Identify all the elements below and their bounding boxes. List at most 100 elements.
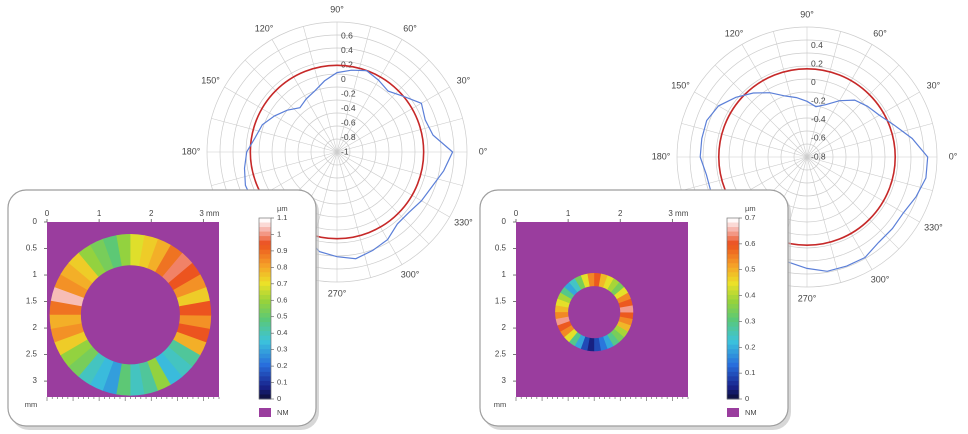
ring-segment [89, 357, 114, 391]
polar-grid-spoke [806, 156, 841, 283]
ring-segment [580, 336, 590, 351]
polar-radial-tick-label: -1 [341, 146, 349, 156]
colorbar-segment [259, 227, 271, 233]
polar-radial-tick-label: -0.6 [811, 133, 826, 143]
polar-grid-spoke [244, 59, 338, 153]
polar-radial-tick-label: 0 [341, 74, 346, 84]
polar-angle-label: 270° [798, 293, 817, 303]
polar-angle-label: 90° [330, 4, 344, 14]
polar-angle-label: 120° [725, 28, 744, 38]
ring-segment [593, 337, 601, 352]
colorbar-frame [726, 217, 740, 400]
colorbar-tick-label: 0.4 [277, 328, 287, 337]
polar-angle-label: 180° [182, 146, 201, 156]
colorbar-segment [259, 240, 271, 246]
polar-grid-spoke [806, 91, 920, 158]
colorbar-segment [259, 222, 271, 228]
y-tick-label: 3 [33, 376, 38, 385]
ring-segment [77, 352, 106, 385]
ring-segment [610, 282, 625, 296]
colorbar-segment [727, 258, 739, 264]
colorbar-unit: µm [277, 204, 288, 213]
no-data-swatch [727, 408, 739, 417]
x-tick-label: 1 [97, 209, 102, 218]
colorbar-segment [259, 389, 271, 395]
polar-angle-label: 150° [671, 80, 690, 90]
polar-angle-label: 300° [871, 274, 890, 284]
ring-segment [90, 238, 114, 272]
colorbar-segment [727, 231, 739, 237]
colorbar-segment [727, 281, 739, 287]
no-data-label: NM [277, 408, 289, 417]
colorbar-tick-label: 0.2 [745, 342, 755, 351]
colorbar-segment [727, 303, 739, 309]
ring-segment [68, 252, 99, 283]
ring-segment [67, 346, 99, 377]
ring-segment [130, 234, 146, 267]
polar-grid-spoke [806, 31, 841, 158]
ring-segment [129, 363, 145, 396]
colorbar-segment [727, 322, 739, 328]
polar-angle-label: 300° [401, 269, 420, 279]
ring-segment [603, 275, 615, 290]
colorbar-segment [727, 385, 739, 391]
ring-segment [173, 331, 207, 356]
ring-segment [560, 286, 575, 300]
colorbar-tick-label: 0.7 [277, 279, 287, 288]
polar-grid-spoke [211, 151, 338, 186]
polar-grid-spoke [336, 86, 450, 153]
colorbar-segment [727, 317, 739, 323]
ring-segment [574, 275, 586, 290]
polar-grid-spoke [806, 123, 933, 158]
ring-segment [50, 286, 85, 307]
colorbar-tick-label: 0.1 [745, 368, 755, 377]
colorbar-unit: µm [745, 204, 756, 213]
colorbar-segment [259, 335, 271, 341]
colorbar-tick-label: 1 [277, 229, 281, 238]
reference-circle [249, 64, 425, 240]
y-tick-label: 0 [33, 217, 38, 226]
colorbar-segment [259, 218, 271, 224]
y-axis-unit: mm [25, 400, 38, 409]
ring-segment [602, 334, 614, 350]
y-tick-label: 1.5 [26, 297, 38, 306]
ring-segment [162, 252, 193, 284]
colorbar-segment [727, 263, 739, 269]
y-tick-label: 0.5 [26, 244, 38, 253]
colorbar-segment [727, 376, 739, 382]
polar-radial-tick-label: -0.8 [341, 132, 356, 142]
ring-segment [102, 235, 123, 269]
colorbar-segment [259, 380, 271, 386]
colorbar-segment [259, 322, 271, 328]
ring-segment [78, 244, 107, 277]
colorbar-segment [259, 276, 271, 282]
ring-segment [50, 322, 84, 343]
ring-segment [563, 328, 578, 343]
colorbar-segment [259, 267, 271, 273]
colorbar-segment [727, 290, 739, 296]
ring-segment [557, 320, 572, 332]
ring-segment [616, 321, 631, 333]
ring-segment [606, 332, 620, 347]
colorbar-segment [727, 349, 739, 355]
x-tick-label: 0 [45, 209, 50, 218]
colorbar-segment [259, 371, 271, 377]
y-tick-label: 1 [33, 270, 38, 279]
colorbar-segment [727, 358, 739, 364]
colorbar-segment [727, 299, 739, 305]
polar-angle-label: 60° [403, 23, 417, 33]
colorbar-segment [727, 267, 739, 273]
polar-angle-label: 270° [328, 288, 347, 298]
colorbar-tick-label: 0.8 [277, 262, 287, 271]
ring-segment [147, 238, 172, 273]
polar-grid-spoke [336, 151, 450, 218]
colorbar-segment [259, 263, 271, 269]
ring-segment [60, 262, 93, 291]
polar-radial-tick-label: 0.2 [811, 58, 823, 68]
polar-grid-spoke [741, 44, 808, 158]
polar-angle-label: 180° [652, 151, 671, 161]
heatmap-background [516, 222, 688, 397]
y-tick-label: 2.5 [495, 350, 507, 359]
ring-segment [569, 278, 582, 293]
